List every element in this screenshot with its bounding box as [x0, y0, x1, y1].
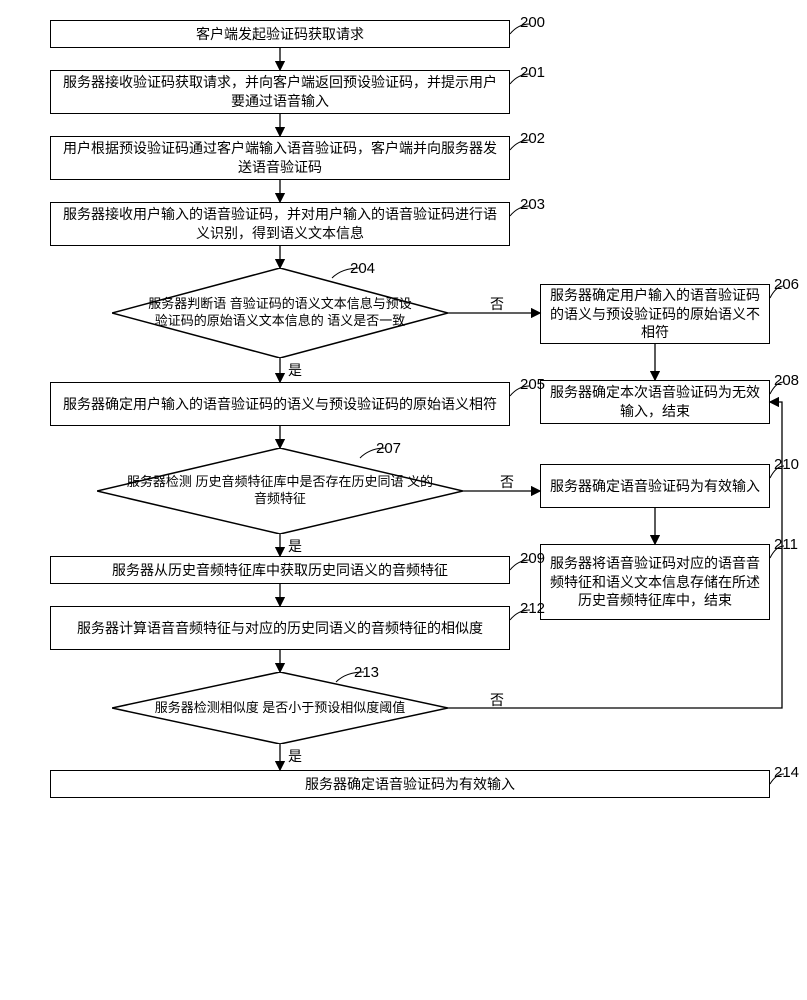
- node-212: 服务器计算语音音频特征与对应的历史同语义的音频特征的相似度: [50, 606, 510, 650]
- num-207: 207: [376, 440, 401, 457]
- num-214: 214: [774, 764, 799, 781]
- node-200-text: 客户端发起验证码获取请求: [196, 25, 364, 44]
- node-200: 客户端发起验证码获取请求: [50, 20, 510, 48]
- num-205: 205: [520, 376, 545, 393]
- num-200: 200: [520, 14, 545, 31]
- num-209: 209: [520, 550, 545, 567]
- label-207-yes: 是: [288, 536, 302, 556]
- num-203: 203: [520, 196, 545, 213]
- label-213-yes: 是: [288, 746, 302, 766]
- decision-207-text: 服务器检测 历史音频特征库中是否存在历史同语 义的音频特征: [125, 474, 435, 508]
- node-202: 用户根据预设验证码通过客户端输入语音验证码，客户端并向服务器发送语音验证码: [50, 136, 510, 180]
- num-213: 213: [354, 664, 379, 681]
- num-204: 204: [350, 260, 375, 277]
- num-210: 210: [774, 456, 799, 473]
- label-213-no: 否: [490, 690, 504, 710]
- node-205-text: 服务器确定用户输入的语音验证码的语义与预设验证码的原始语义相符: [63, 395, 497, 414]
- num-211: 211: [774, 536, 798, 553]
- num-206: 206: [774, 276, 799, 293]
- node-203-text: 服务器接收用户输入的语音验证码，并对用户输入的语音验证码进行语义识别，得到语义文…: [57, 205, 503, 243]
- label-204-no: 否: [490, 294, 504, 314]
- node-208: 服务器确定本次语音验证码为无效输入，结束: [540, 380, 770, 424]
- num-201: 201: [520, 64, 545, 81]
- node-212-text: 服务器计算语音音频特征与对应的历史同语义的音频特征的相似度: [77, 619, 483, 638]
- decision-213-text: 服务器检测相似度 是否小于预设相似度阈值: [155, 700, 406, 717]
- node-201-text: 服务器接收验证码获取请求，并向客户端返回预设验证码，并提示用户要通过语音输入: [57, 73, 503, 111]
- node-206-text: 服务器确定用户输入的语音验证码的语义与预设验证码的原始语义不相符: [547, 286, 763, 343]
- node-203: 服务器接收用户输入的语音验证码，并对用户输入的语音验证码进行语义识别，得到语义文…: [50, 202, 510, 246]
- node-205: 服务器确定用户输入的语音验证码的语义与预设验证码的原始语义相符: [50, 382, 510, 426]
- node-214-text: 服务器确定语音验证码为有效输入: [305, 775, 515, 794]
- label-204-yes: 是: [288, 360, 302, 380]
- node-210-text: 服务器确定语音验证码为有效输入: [550, 477, 760, 496]
- node-214: 服务器确定语音验证码为有效输入: [50, 770, 770, 798]
- node-202-text: 用户根据预设验证码通过客户端输入语音验证码，客户端并向服务器发送语音验证码: [57, 139, 503, 177]
- decision-213: 服务器检测相似度 是否小于预设相似度阈值: [112, 672, 448, 744]
- num-202: 202: [520, 130, 545, 147]
- node-208-text: 服务器确定本次语音验证码为无效输入，结束: [547, 383, 763, 421]
- label-207-no: 否: [500, 472, 514, 492]
- node-210: 服务器确定语音验证码为有效输入: [540, 464, 770, 508]
- flowchart-canvas: 客户端发起验证码获取请求 服务器接收验证码获取请求，并向客户端返回预设验证码，并…: [20, 20, 787, 980]
- node-211-text: 服务器将语音验证码对应的语音音频特征和语义文本信息存储在所述历史音频特征库中，结…: [547, 554, 763, 611]
- num-208: 208: [774, 372, 799, 389]
- decision-204-text: 服务器判断语 音验证码的语义文本信息与预设 验证码的原始语义文本信息的 语义是否…: [140, 296, 420, 330]
- decision-207: 服务器检测 历史音频特征库中是否存在历史同语 义的音频特征: [97, 448, 463, 534]
- num-212: 212: [520, 600, 545, 617]
- node-206: 服务器确定用户输入的语音验证码的语义与预设验证码的原始语义不相符: [540, 284, 770, 344]
- node-209-text: 服务器从历史音频特征库中获取历史同语义的音频特征: [112, 561, 448, 580]
- node-209: 服务器从历史音频特征库中获取历史同语义的音频特征: [50, 556, 510, 584]
- node-201: 服务器接收验证码获取请求，并向客户端返回预设验证码，并提示用户要通过语音输入: [50, 70, 510, 114]
- decision-204: 服务器判断语 音验证码的语义文本信息与预设 验证码的原始语义文本信息的 语义是否…: [112, 268, 448, 358]
- node-211: 服务器将语音验证码对应的语音音频特征和语义文本信息存储在所述历史音频特征库中，结…: [540, 544, 770, 620]
